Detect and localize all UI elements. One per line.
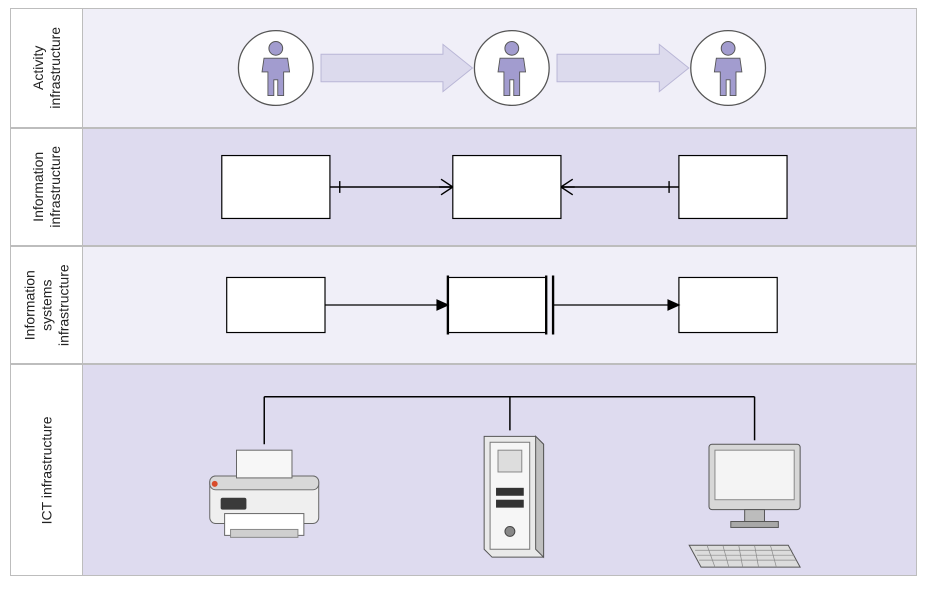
printer-icon	[210, 450, 319, 537]
architecture-diagram: Activityinfrastructure	[0, 0, 927, 590]
actor-2	[474, 31, 549, 106]
label-text: Activityinfrastructure	[30, 27, 64, 109]
desktop-icon	[689, 444, 800, 567]
layer-content-systems	[83, 247, 916, 363]
activity-svg	[83, 9, 916, 127]
relation-2	[561, 179, 679, 195]
layer-content-activity	[83, 9, 916, 127]
block-arrow-1	[321, 44, 472, 91]
server-icon	[484, 436, 543, 557]
layer-label-activity: Activityinfrastructure	[11, 9, 83, 127]
label-text: Informationinfrastructure	[30, 146, 64, 228]
entity-box-2	[453, 156, 561, 219]
actor-3	[691, 31, 766, 106]
layer-content-information	[83, 129, 916, 245]
layer-systems: Informationsystemsinfrastructure	[10, 246, 917, 364]
information-svg	[83, 129, 916, 245]
layer-information: Informationinfrastructure	[10, 128, 917, 246]
entity-box-3	[679, 156, 787, 219]
systems-svg	[83, 247, 916, 363]
layer-label-information: Informationinfrastructure	[11, 129, 83, 245]
system-box-3	[679, 277, 777, 332]
flow-arrow-1	[325, 300, 448, 310]
layer-label-systems: Informationsystemsinfrastructure	[11, 247, 83, 363]
label-text: ICT infrastructure	[38, 416, 55, 524]
system-box-2	[448, 277, 546, 332]
layer-label-ict: ICT infrastructure	[11, 365, 83, 575]
label-text: Informationsystemsinfrastructure	[21, 264, 71, 346]
actor-1	[238, 31, 313, 106]
flow-arrow-2	[553, 300, 679, 310]
layer-activity: Activityinfrastructure	[10, 8, 917, 128]
ict-svg	[83, 365, 916, 575]
relation-1	[330, 179, 453, 195]
block-arrow-2	[557, 44, 689, 91]
entity-box-1	[222, 156, 330, 219]
system-box-1	[227, 277, 325, 332]
layer-content-ict	[83, 365, 916, 575]
layer-ict: ICT infrastructure	[10, 364, 917, 576]
